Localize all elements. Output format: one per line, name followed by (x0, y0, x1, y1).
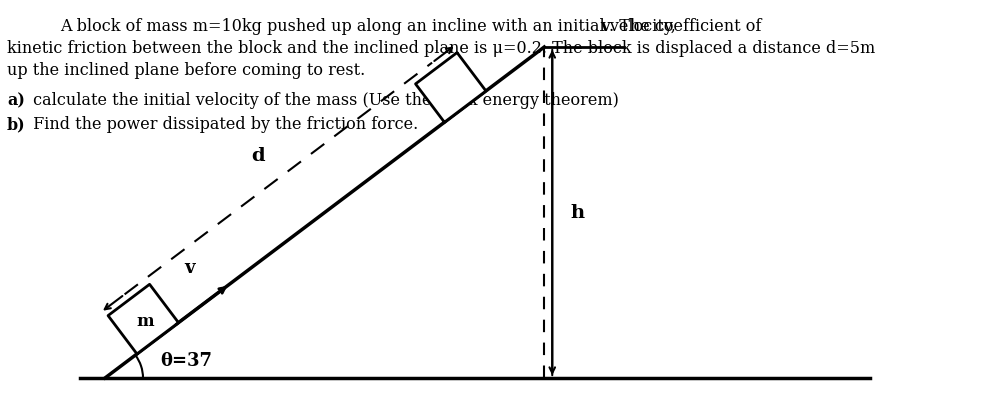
Text: a): a) (7, 92, 25, 109)
Text: θ=37: θ=37 (160, 352, 212, 370)
Text: calculate the initial velocity of the mass (Use the work energy theorem): calculate the initial velocity of the ma… (28, 92, 618, 109)
Text: h: h (570, 203, 585, 222)
Text: . The coefficient of: . The coefficient of (609, 18, 761, 35)
Polygon shape (415, 53, 486, 122)
Text: A block of mass m=10kg pushed up along an incline with an initial velocity,: A block of mass m=10kg pushed up along a… (60, 18, 681, 35)
Polygon shape (108, 284, 178, 354)
Text: d: d (252, 146, 266, 164)
Text: kinetic friction between the block and the inclined plane is μ=0.2. The block is: kinetic friction between the block and t… (7, 40, 875, 57)
Text: up the inclined plane before coming to rest.: up the inclined plane before coming to r… (7, 62, 366, 79)
Text: v: v (184, 259, 195, 277)
Text: b): b) (7, 116, 26, 133)
Text: m: m (136, 312, 154, 330)
Text: v: v (600, 18, 609, 35)
Text: Find the power dissipated by the friction force.: Find the power dissipated by the frictio… (28, 116, 418, 133)
